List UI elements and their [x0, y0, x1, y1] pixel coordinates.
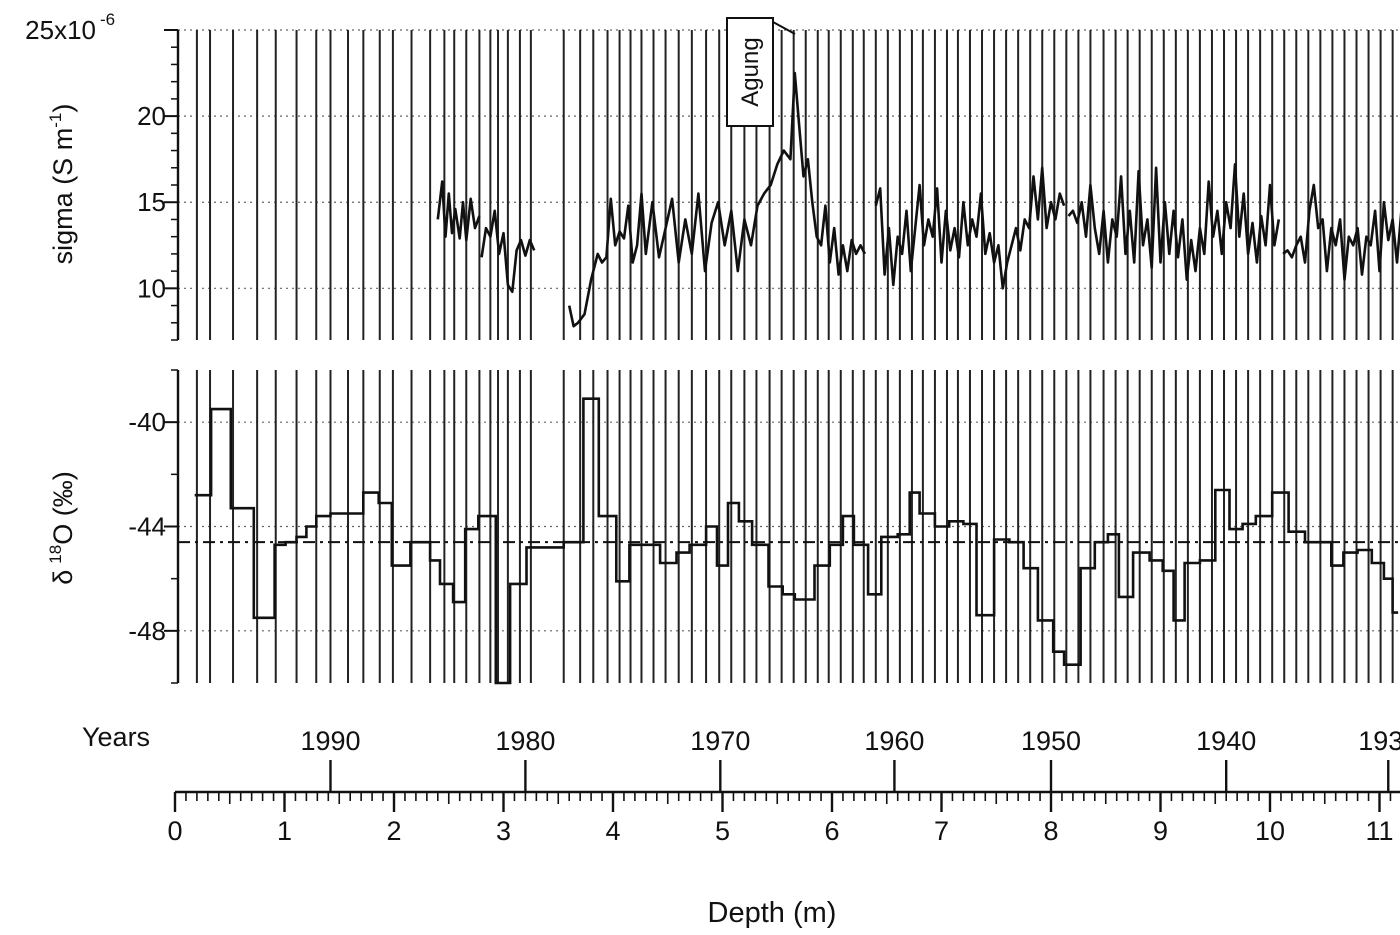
panel-frames: [164, 29, 1400, 812]
sigma-axis-label: sigma (S m-1): [46, 104, 78, 265]
depth-tick-label: 3: [496, 816, 511, 846]
annual-layer-markers: [195, 30, 1394, 683]
sigma-series-segment: [1282, 183, 1400, 282]
depth-tick-label: 4: [605, 816, 620, 846]
year-label: 1940: [1196, 726, 1256, 756]
agung-label: Agung: [737, 37, 764, 106]
delta18o-ytick-label: -44: [128, 512, 166, 542]
sigma-ytick-label: 15: [137, 187, 166, 217]
gridlines: [178, 29, 1400, 632]
year-label: 1950: [1021, 726, 1081, 756]
depth-tick-label: 8: [1043, 816, 1058, 846]
year-label: 1980: [495, 726, 555, 756]
depth-tick-label: 6: [824, 816, 839, 846]
sigma-series-segment: [567, 71, 867, 328]
agung-annotation: Agung: [726, 17, 796, 127]
year-label: 1960: [864, 726, 924, 756]
depth-tick-label: 7: [934, 816, 949, 846]
delta18o-axis-label: δ18O (‰): [46, 471, 78, 584]
sigma-series-segment: [1067, 163, 1281, 282]
sigma-ytick-label: 25x10: [25, 15, 96, 45]
sigma-ytick-exponent: -6: [100, 10, 115, 29]
depth-tick-label: 9: [1153, 816, 1168, 846]
year-label: 1990: [300, 726, 360, 756]
delta18o-step-series: [194, 397, 1399, 685]
sigma-series-segment: [874, 166, 1066, 290]
depth-tick-label: 2: [386, 816, 401, 846]
depth-axis-title: Depth (m): [708, 897, 837, 929]
depth-tick-label: 10: [1255, 816, 1285, 846]
delta18o-ytick-label: -40: [128, 407, 166, 437]
depth-tick-label: 0: [167, 816, 182, 846]
year-label: 1970: [690, 726, 750, 756]
data-series: [178, 71, 1400, 685]
sigma-ytick-label: 10: [137, 273, 166, 303]
agung-label-box: [726, 17, 774, 127]
sigma-series-segment: [480, 209, 536, 294]
agung-pointer: [772, 21, 796, 35]
sigma-ytick-label: 20: [137, 101, 166, 131]
depth-tick-label: 1: [277, 816, 292, 846]
depth-tick-label: 11: [1365, 816, 1393, 846]
depth-tick-label: 5: [715, 816, 730, 846]
delta18o-ytick-label: -48: [128, 616, 166, 646]
sigma-series-segment: [436, 180, 481, 242]
years-label: Years: [82, 722, 150, 752]
